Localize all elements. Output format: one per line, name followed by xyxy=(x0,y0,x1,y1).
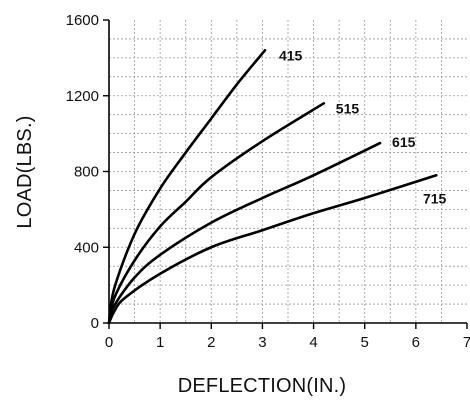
x-tick-label: 4 xyxy=(309,334,317,351)
y-tick-label: 1200 xyxy=(66,88,99,105)
x-tick-label: 6 xyxy=(412,334,420,351)
series-label-615: 615 xyxy=(392,134,416,150)
tick-labels: 0 400 800 1200 1600 0 1 2 3 4 5 6 7 xyxy=(66,12,470,351)
x-tick-label: 5 xyxy=(361,334,369,351)
series-line-615 xyxy=(107,141,382,325)
x-tick-label: 7 xyxy=(463,334,470,351)
series-lines xyxy=(107,49,438,325)
x-tick-label: 0 xyxy=(105,334,113,351)
y-axis-title: LOAD(LBS.) xyxy=(14,115,36,228)
series-labels: 415 515 615 715 xyxy=(279,47,447,206)
series-line-715 xyxy=(107,173,438,325)
y-tick-label: 0 xyxy=(91,315,99,332)
x-tick-label: 2 xyxy=(207,334,215,351)
axes xyxy=(103,19,468,329)
y-tick-label: 1600 xyxy=(66,12,99,29)
series-label-415: 415 xyxy=(279,47,303,63)
series-line-515 xyxy=(107,102,326,325)
series-label-715: 715 xyxy=(423,190,447,206)
series-label-515: 515 xyxy=(336,100,360,116)
x-axis-title: DEFLECTION(IN.) xyxy=(178,375,347,397)
series-line-415 xyxy=(107,49,267,325)
x-tick-label: 1 xyxy=(156,334,164,351)
y-tick-label: 800 xyxy=(74,164,99,181)
x-tick-label: 3 xyxy=(258,334,266,351)
grid xyxy=(109,20,467,323)
y-tick-label: 400 xyxy=(74,239,99,256)
